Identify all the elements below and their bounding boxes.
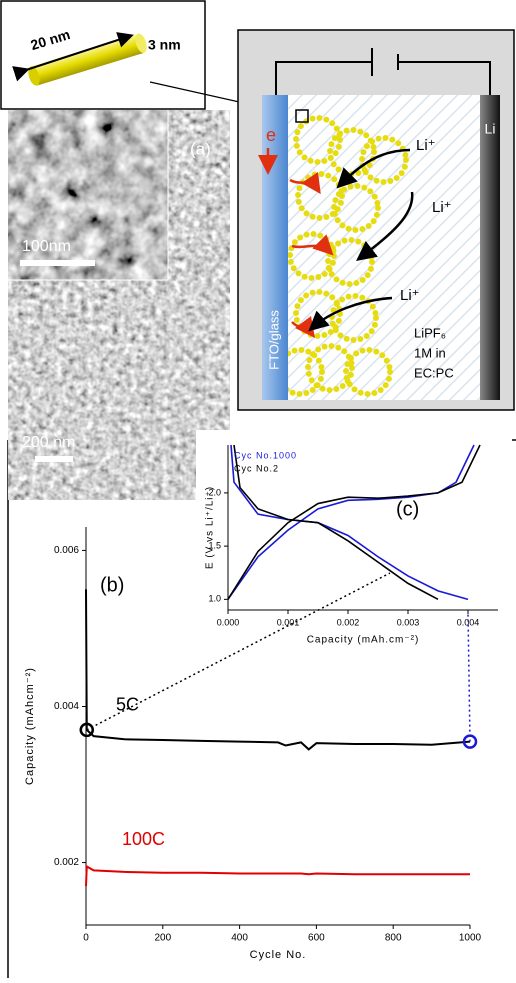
y-tick-label: 0.006 xyxy=(54,545,79,556)
dimension-label: 3 nm xyxy=(148,37,181,53)
panel-label: (b) xyxy=(100,574,124,596)
x-tick-label: 0.000 xyxy=(217,617,240,627)
data-line xyxy=(86,866,470,886)
legend-entry: Cyc No.2 xyxy=(234,463,279,473)
battery-schematic: FTO/glass Li e Li⁺ Li⁺ Li⁺ LiPF₆ 1M in E… xyxy=(238,30,514,410)
ion-label: Li⁺ xyxy=(432,199,452,216)
x-axis-title: Capacity (mAh.cm⁻²) xyxy=(307,635,420,646)
ion-label: Li⁺ xyxy=(400,287,420,304)
series-label: 5C xyxy=(116,695,139,715)
legend-entry: Cyc No.1000 xyxy=(234,450,297,460)
y-axis-title: E (V vs Li⁺/Li⁺) xyxy=(205,486,216,569)
x-tick-label: 0.003 xyxy=(397,617,420,627)
scale-label: 200 nm xyxy=(22,434,75,451)
figure: (a) 100nm 200 nm 20 nm 3 nm FTO/glass Li… xyxy=(0,0,516,978)
electrolyte-label: EC:PC xyxy=(414,365,454,380)
x-tick-label: 0.002 xyxy=(337,617,360,627)
electron-label: e xyxy=(266,125,276,145)
x-tick-label: 400 xyxy=(231,933,248,944)
panel-label: (c) xyxy=(396,498,419,520)
y-tick-label: 1.0 xyxy=(208,594,221,604)
x-tick-label: 200 xyxy=(154,933,171,944)
scale-label: 100nm xyxy=(22,238,71,255)
scale-bar xyxy=(35,456,73,462)
electrode-label: FTO/glass xyxy=(266,310,281,370)
x-axis-title: Cycle No. xyxy=(250,949,307,961)
y-axis-title: Capacity (mAhcm⁻²) xyxy=(24,667,36,785)
scale-bar xyxy=(20,260,95,266)
y-tick-label: 0.002 xyxy=(54,857,79,868)
ion-label: Li⁺ xyxy=(416,137,436,154)
x-tick-label: 600 xyxy=(308,933,325,944)
x-tick-label: 1000 xyxy=(459,933,482,944)
panel-label: (a) xyxy=(190,139,211,158)
series-label: 100C xyxy=(122,829,165,849)
electrolyte-label: 1M in xyxy=(414,345,446,360)
x-tick-label: 800 xyxy=(385,933,402,944)
electrode-label: Li xyxy=(485,121,496,137)
x-tick-label: 0 xyxy=(83,933,89,944)
y-tick-label: 0.004 xyxy=(54,701,79,712)
electrolyte-label: LiPF₆ xyxy=(414,325,446,340)
page: (a) 100nm 200 nm 20 nm 3 nm FTO/glass Li… xyxy=(0,0,516,978)
